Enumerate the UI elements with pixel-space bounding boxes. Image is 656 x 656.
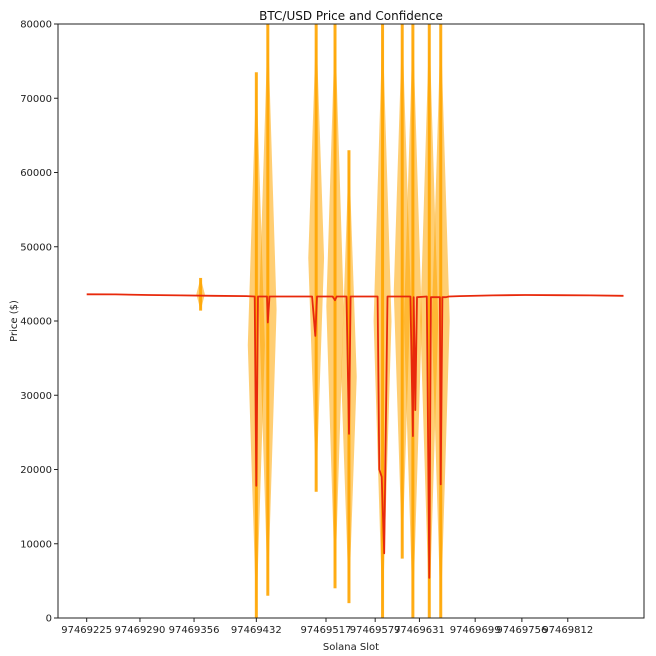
x-tick-label: 97469290 [115, 625, 166, 636]
confidence-core-9 [427, 24, 431, 618]
x-tick-label: 97469699 [450, 625, 501, 636]
y-tick-label: 0 [46, 614, 52, 625]
y-tick-label: 20000 [20, 465, 52, 476]
y-tick-label: 60000 [20, 168, 52, 179]
confidence-core-7 [400, 24, 404, 559]
x-tick-label: 97469631 [394, 625, 445, 636]
x-axis-label: Solana Slot [323, 642, 379, 653]
x-tick-label: 97469432 [231, 625, 282, 636]
y-tick-label: 10000 [20, 539, 52, 550]
confidence-core-6 [381, 24, 385, 618]
y-tick-label: 30000 [20, 391, 52, 402]
y-tick-label: 80000 [20, 20, 52, 31]
y-tick-label: 40000 [20, 317, 52, 328]
price-line-group [86, 293, 624, 579]
confidence-core-4 [333, 24, 337, 589]
x-tick-label: 97469812 [542, 625, 593, 636]
x-tick-label: 97469356 [169, 625, 220, 636]
y-axis: 0 10000 20000 30000 40000 50000 60000 70000 8000… [20, 20, 58, 625]
confidence-core-3 [314, 24, 318, 492]
x-tick-label: 97469517 [301, 625, 352, 636]
x-tick-label: 97469756 [496, 625, 547, 636]
confidence-core-0 [199, 277, 203, 311]
confidence-core-1 [254, 72, 258, 618]
y-tick-label: 70000 [20, 94, 52, 105]
chart-title: BTC/USD Price and Confidence [259, 9, 443, 23]
y-axis-label: Price ($) [9, 300, 20, 342]
price-line [86, 293, 624, 579]
y-tick-label: 50000 [20, 242, 52, 253]
x-tick-label: 97469225 [61, 625, 112, 636]
x-axis: 97469225 97469290 97469356 97469432 97469517… [61, 618, 593, 636]
x-tick-label: 97469577 [350, 625, 401, 636]
